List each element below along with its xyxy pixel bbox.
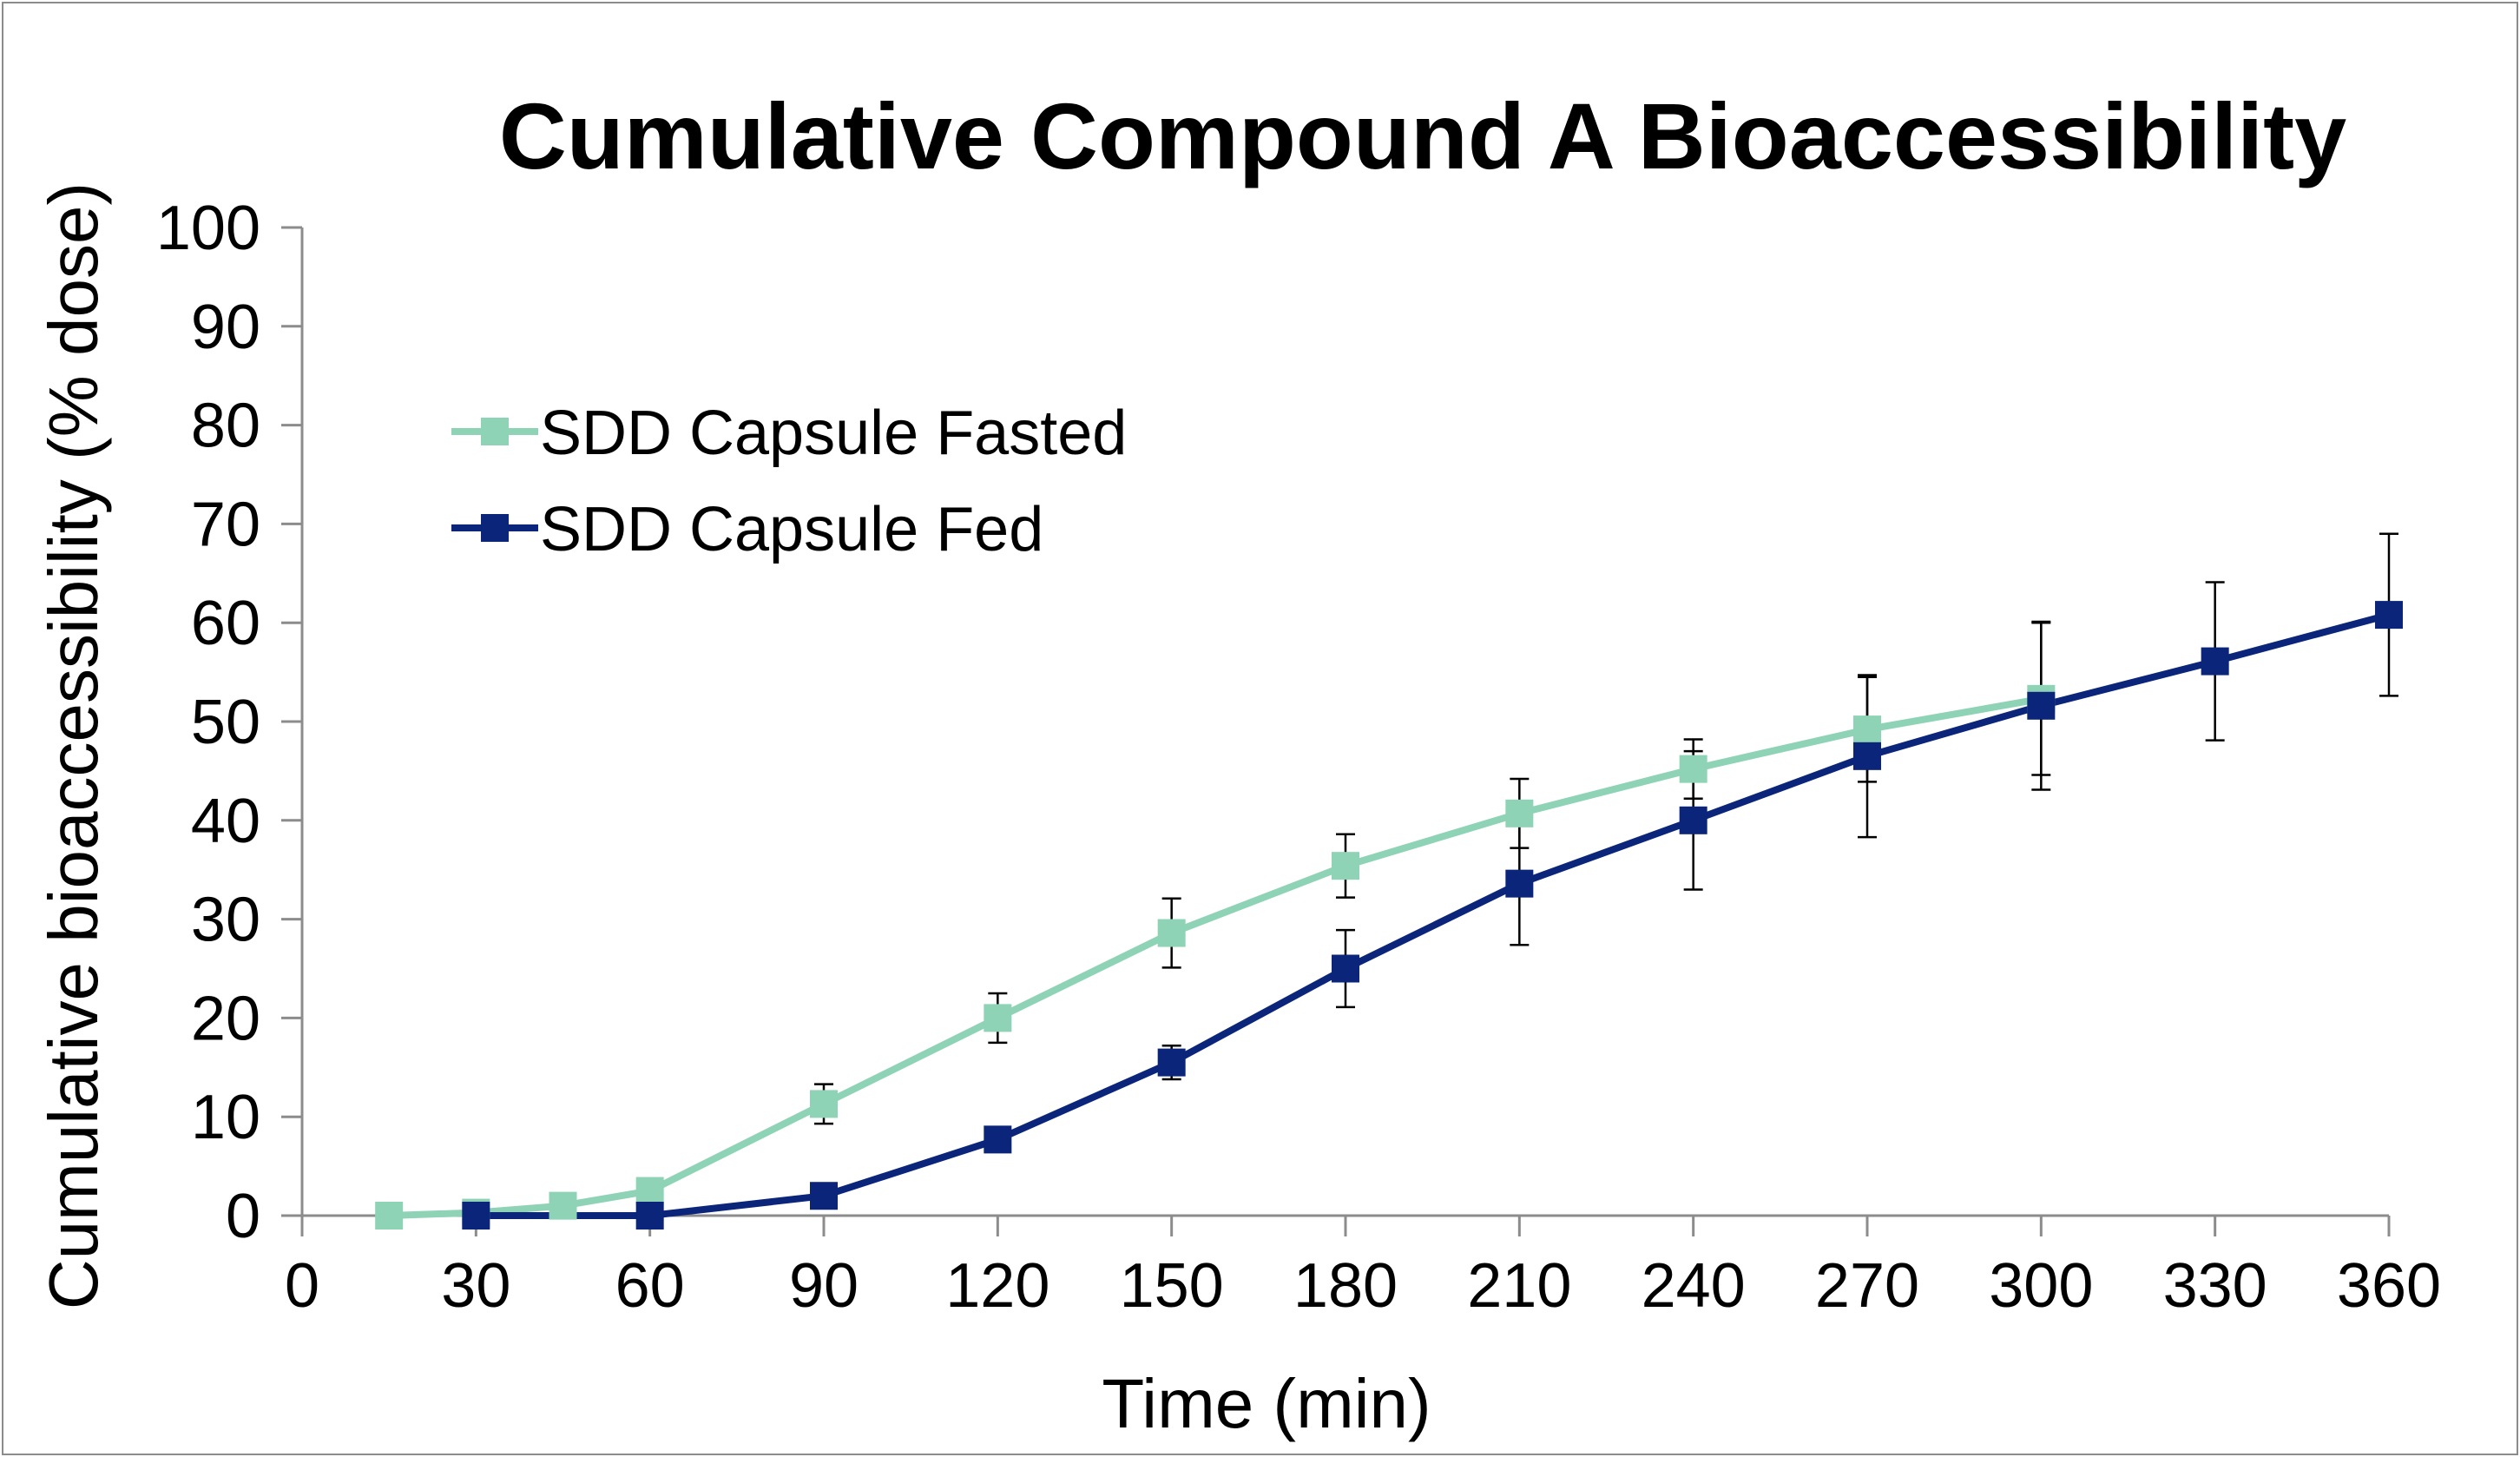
y-tick-label: 50 — [191, 688, 260, 757]
data-point-fasted — [635, 1177, 664, 1205]
line-chart: Cumulative Compound A Bioaccessibility 0… — [35, 83, 2441, 1442]
data-point-fed — [2375, 601, 2403, 630]
data-point-fed — [462, 1202, 490, 1230]
x-tick-label: 150 — [1120, 1251, 1224, 1321]
series-markers — [375, 601, 2403, 1230]
y-tick-label: 70 — [191, 490, 260, 559]
data-point-fed — [1853, 742, 1881, 770]
y-tick-label: 0 — [226, 1182, 260, 1251]
x-tick-label: 0 — [285, 1251, 319, 1321]
x-tick-label: 240 — [1642, 1251, 1746, 1321]
x-tick-label: 330 — [2163, 1251, 2267, 1321]
data-point-fasted — [1157, 919, 1186, 947]
y-tick-label: 30 — [191, 886, 260, 955]
data-point-fasted — [549, 1191, 577, 1220]
data-point-fasted — [1332, 852, 1359, 880]
series-line-fasted — [385, 695, 2045, 1219]
data-point-fed — [1505, 869, 1534, 898]
y-tick-label: 90 — [191, 293, 260, 362]
x-tick-label: 90 — [789, 1251, 859, 1321]
y-axis: 0 10 20 30 40 50 60 70 80 90 100 — [156, 194, 304, 1251]
error-bars — [814, 532, 2398, 1125]
legend-marker — [481, 514, 509, 542]
x-tick-label: 360 — [2337, 1251, 2441, 1321]
y-tick-label: 100 — [156, 194, 260, 263]
data-point-fasted — [375, 1202, 404, 1230]
data-point-fed — [1679, 806, 1707, 834]
data-point-fed — [984, 1125, 1012, 1154]
data-point-fasted — [1853, 715, 1881, 744]
x-tick-label: 60 — [615, 1251, 685, 1321]
x-axis-label: Time (min) — [1102, 1365, 1431, 1442]
data-point-fed — [2027, 691, 2056, 720]
x-tick-label: 30 — [441, 1251, 510, 1321]
data-point-fed — [810, 1182, 838, 1210]
y-tick-label: 60 — [191, 589, 260, 658]
x-tick-label: 270 — [1815, 1251, 1919, 1321]
legend-marker — [481, 418, 509, 445]
legend-label: SDD Capsule Fed — [540, 495, 1043, 564]
y-tick-label: 20 — [191, 984, 260, 1053]
legend-label: SDD Capsule Fasted — [540, 399, 1127, 468]
x-tick-label: 210 — [1467, 1251, 1571, 1321]
chart-title: Cumulative Compound A Bioaccessibility — [499, 83, 2346, 188]
x-tick-label: 120 — [945, 1251, 1049, 1321]
data-point-fasted — [1505, 799, 1534, 827]
data-point-fed — [1332, 954, 1359, 983]
data-point-fed — [2201, 647, 2229, 676]
series-line-fed — [472, 611, 2392, 1219]
data-point-fasted — [1679, 755, 1707, 783]
series-lines — [385, 611, 2392, 1219]
x-tick-label: 180 — [1293, 1251, 1398, 1321]
data-point-fasted — [984, 1004, 1012, 1032]
y-tick-label: 40 — [191, 787, 260, 856]
x-axis: 0 30 60 90 120 150 180 210 240 270 300 330 360 — [285, 1214, 2441, 1321]
data-point-fed — [635, 1202, 664, 1230]
legend: SDD Capsule Fasted SDD Capsule Fed — [451, 399, 1127, 564]
y-tick-label: 10 — [191, 1083, 260, 1152]
y-tick-label: 80 — [191, 392, 260, 461]
data-point-fasted — [810, 1090, 838, 1118]
y-axis-label: Cumulative bioaccessibility (% dose) — [35, 182, 112, 1309]
data-point-fed — [1157, 1048, 1186, 1077]
x-tick-label: 300 — [1989, 1251, 2093, 1321]
